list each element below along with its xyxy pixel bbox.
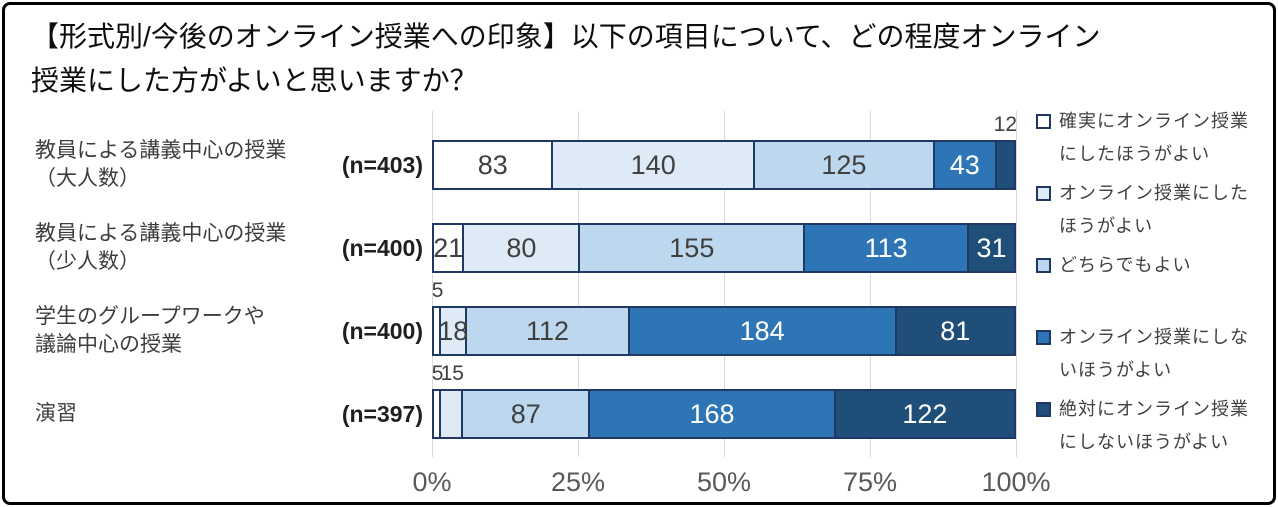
category-row: 学生のグループワークや 議論中心の授業 (n=400)	[35, 303, 423, 359]
legend-item: どちらでもよい	[1036, 249, 1191, 282]
bar-value-label: 113	[864, 232, 908, 263]
legend-label: オンライン授業にした ほうがよい	[1059, 183, 1249, 236]
legend-swatch-icon	[1036, 330, 1051, 345]
chart-title: 【形式別/今後のオンライン授業への印象】以下の項目について、どの程度オンライン …	[31, 15, 1251, 103]
bar-segment	[441, 391, 464, 437]
bar-segment: 168	[590, 391, 836, 437]
bar-segment: 87	[463, 391, 591, 437]
bar-segment: 83	[434, 142, 554, 188]
gridline	[724, 111, 725, 457]
bar-segment: 125	[754, 142, 935, 188]
legend-item: オンライン授業にした ほうがよい	[1036, 177, 1249, 243]
bar-row: 87 168 122	[432, 389, 1016, 439]
category-row: 教員による講義中心の授業 （少人数） (n=400)	[35, 220, 423, 276]
category-label: 演習	[35, 402, 77, 425]
outside-value-label: 15	[440, 362, 464, 385]
outside-value-label: 5	[431, 279, 444, 302]
legend-swatch-icon	[1036, 402, 1051, 417]
bar-segment: 18	[438, 308, 469, 354]
bar-value-label: 80	[506, 232, 537, 263]
x-tick-label: 25%	[550, 467, 606, 497]
bar-value-label: 125	[821, 149, 867, 180]
category-label: 学生のグループワークや 議論中心の授業	[35, 305, 265, 356]
category-n-label: (n=400)	[341, 317, 423, 344]
legend-swatch-icon	[1036, 258, 1051, 273]
bar-row: 21 80 155 113 31	[432, 223, 1016, 273]
bar-segment: 140	[553, 142, 755, 188]
bar-value-label: 140	[630, 149, 676, 180]
legend-label: どちらでもよい	[1059, 255, 1192, 275]
chart-title-line2: 授業にした方がよいと思いますか？	[31, 65, 478, 96]
outside-value-label: 5	[431, 362, 444, 385]
bar-segment: 184	[629, 308, 897, 354]
bar-segment	[996, 142, 1014, 188]
gridline	[578, 111, 579, 457]
bar-value-label: 112	[526, 315, 570, 346]
bar-value-label: 43	[949, 149, 980, 180]
legend-swatch-icon	[1036, 186, 1051, 201]
bar-segment: 81	[896, 308, 1014, 354]
chart-title-line1: 【形式別/今後のオンライン授業への印象】以下の項目について、どの程度オンライン	[31, 21, 1101, 52]
gridline	[1016, 111, 1017, 457]
category-label: 教員による講義中心の授業 （少人数）	[35, 222, 287, 273]
legend-label: オンライン授業にしな いほうがよい	[1059, 327, 1249, 380]
category-row: 演習 (n=397)	[35, 400, 423, 428]
bar-value-label: 81	[940, 315, 971, 346]
bar-segment: 155	[580, 225, 806, 271]
bar-row: 83 140 125 43	[432, 140, 1016, 190]
x-tick-label: 100%	[981, 467, 1051, 497]
bar-segment: 113	[805, 225, 970, 271]
bar-value-label: 155	[669, 232, 715, 263]
bar-segment: 112	[467, 308, 630, 354]
legend-item: オンライン授業にしな いほうがよい	[1036, 321, 1249, 387]
bar-row: 18 112 184 81	[432, 306, 1016, 356]
legend-label: 確実にオンライン授業 にしたほうがよい	[1059, 111, 1249, 164]
legend-label: 絶対にオンライン授業 にしないほうがよい	[1059, 399, 1249, 452]
bar-value-label: 83	[477, 149, 508, 180]
bar-value-label: 184	[739, 315, 785, 346]
bar-segment: 21	[433, 225, 465, 271]
bar-value-label: 122	[902, 398, 948, 429]
bar-segment	[434, 308, 442, 354]
x-tick-label: 50%	[696, 467, 752, 497]
outside-value-label: 12	[993, 113, 1018, 136]
legend-item: 絶対にオンライン授業 にしないほうがよい	[1036, 393, 1249, 459]
bar-segment: 31	[969, 225, 1014, 271]
x-tick-label: 75%	[842, 467, 898, 497]
gridline	[432, 111, 433, 457]
category-row: 教員による講義中心の授業 （大人数） (n=403)	[35, 137, 423, 193]
bar-value-label: 31	[976, 232, 1007, 263]
gridline	[870, 111, 871, 457]
bar-segment	[434, 391, 442, 437]
legend-swatch-icon	[1036, 114, 1051, 129]
bar-value-label: 87	[510, 398, 541, 429]
category-n-label: (n=397)	[341, 400, 423, 427]
bar-value-label: 21	[433, 232, 464, 263]
bar-value-label: 168	[689, 398, 735, 429]
bar-segment: 43	[934, 142, 997, 188]
category-n-label: (n=400)	[341, 234, 423, 261]
bar-segment: 80	[464, 225, 581, 271]
legend-item: 確実にオンライン授業 にしたほうがよい	[1036, 105, 1249, 171]
bar-segment: 122	[835, 391, 1014, 437]
x-tick-label: 0%	[412, 467, 452, 497]
bar-value-label: 18	[438, 315, 469, 346]
category-n-label: (n=403)	[341, 151, 423, 178]
category-label: 教員による講義中心の授業 （大人数）	[35, 139, 287, 190]
